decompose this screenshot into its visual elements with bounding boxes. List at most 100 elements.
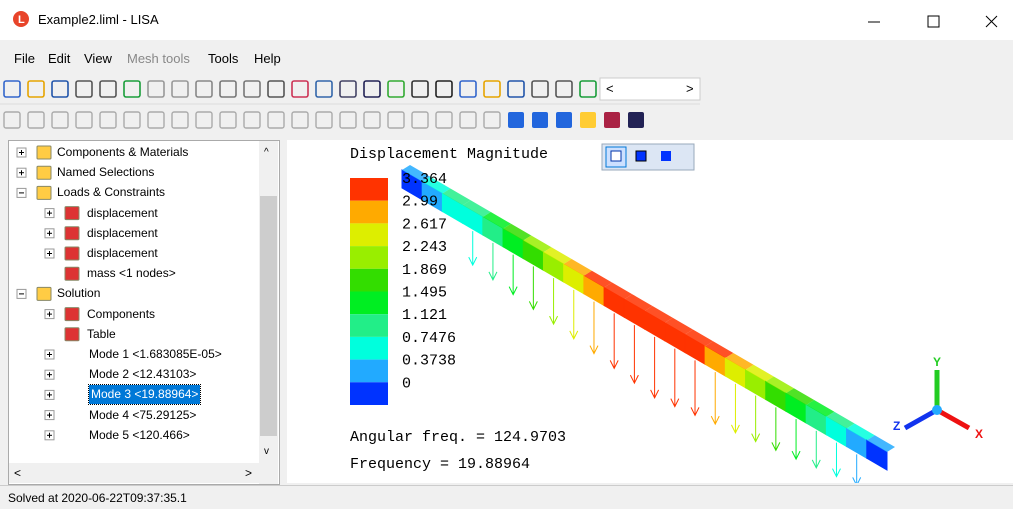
app-window: L Example2.liml - LISA File Edit View Mesh … bbox=[0, 0, 1013, 508]
toolbar-button[interactable] bbox=[4, 81, 20, 97]
toolbar-button[interactable] bbox=[532, 81, 548, 97]
toolbar-button[interactable] bbox=[532, 112, 548, 128]
tree-icon bbox=[65, 308, 79, 321]
tree-item[interactable]: displacement bbox=[87, 244, 158, 263]
toolbar-button[interactable] bbox=[460, 81, 476, 97]
tree-item[interactable]: Mode 2 <12.43103> bbox=[89, 365, 196, 384]
toolbar-button[interactable] bbox=[196, 112, 212, 128]
svg-text:<: < bbox=[606, 81, 614, 96]
toolbar-scroll[interactable] bbox=[600, 78, 700, 100]
toolbar-button[interactable] bbox=[436, 81, 452, 97]
maximize[interactable] bbox=[928, 16, 939, 27]
toolbar-button[interactable] bbox=[604, 112, 620, 128]
toolbar-button[interactable] bbox=[364, 81, 380, 97]
toolbar-button[interactable] bbox=[28, 81, 44, 97]
toolbar-button[interactable] bbox=[292, 112, 308, 128]
tree-item[interactable]: Solution bbox=[57, 284, 100, 303]
legend-swatch bbox=[350, 178, 388, 201]
toolbar-button[interactable] bbox=[364, 112, 380, 128]
window-controls[interactable] bbox=[860, 8, 1010, 36]
tree-item[interactable]: Mode 5 <120.466> bbox=[89, 426, 190, 445]
toolbar-button[interactable] bbox=[196, 81, 212, 97]
toolbar-button[interactable] bbox=[4, 112, 20, 128]
legend-label: 2.99 bbox=[402, 194, 438, 211]
toolbar-button[interactable] bbox=[484, 81, 500, 97]
tree-item[interactable]: mass <1 nodes> bbox=[87, 264, 176, 283]
tree-icon bbox=[37, 186, 51, 199]
toolbar-button[interactable] bbox=[124, 81, 140, 97]
toolbar-button[interactable] bbox=[220, 112, 236, 128]
toolbar-button[interactable] bbox=[556, 81, 572, 97]
toolbar-button[interactable] bbox=[484, 112, 500, 128]
status-text: Solved at 2020-06-22T09:37:35.1 bbox=[8, 491, 187, 505]
menu-item[interactable]: Tools bbox=[208, 51, 238, 66]
toolbar-button[interactable] bbox=[148, 112, 164, 128]
title-bar: L Example2.liml - LISA bbox=[0, 0, 1013, 40]
toolbar-button[interactable] bbox=[124, 112, 140, 128]
menu-bar: File Edit View Mesh tools Tools Help bbox=[0, 45, 1013, 69]
toolbar-button[interactable] bbox=[76, 81, 92, 97]
model-tree: ^v <> Components & MaterialsNamed Select… bbox=[8, 140, 280, 485]
legend-swatch bbox=[350, 314, 388, 337]
toolbar-button[interactable] bbox=[388, 81, 404, 97]
toolbar-button[interactable] bbox=[52, 112, 68, 128]
tree-item[interactable]: Mode 4 <75.29125> bbox=[89, 406, 196, 425]
tree-item[interactable]: displacement bbox=[87, 224, 158, 243]
toolbar-button[interactable] bbox=[172, 112, 188, 128]
toolbar-button[interactable] bbox=[244, 81, 260, 97]
angular-frequency: Angular freq. = 124.9703 bbox=[350, 429, 566, 446]
toolbar-button[interactable] bbox=[436, 112, 452, 128]
toolbar-button[interactable] bbox=[268, 112, 284, 128]
tree-item[interactable]: displacement bbox=[87, 204, 158, 223]
menu-item[interactable]: Edit bbox=[48, 51, 70, 66]
tree-item[interactable]: Components & Materials bbox=[57, 143, 188, 162]
legend-swatch bbox=[350, 360, 388, 383]
toolbar-button[interactable] bbox=[412, 81, 428, 97]
toolbar-button[interactable] bbox=[220, 81, 236, 97]
tree-vscroll[interactable]: ^v bbox=[259, 141, 278, 484]
tree-item[interactable]: Mode 1 <1.683085E-05> bbox=[89, 345, 222, 364]
tree-item[interactable]: Named Selections bbox=[57, 163, 154, 182]
tree-icon bbox=[65, 328, 79, 341]
toolbar-button[interactable] bbox=[268, 81, 284, 97]
toolbar-button[interactable] bbox=[556, 112, 572, 128]
menu-item[interactable]: View bbox=[84, 51, 112, 66]
tree-item[interactable]: Mode 3 <19.88964> bbox=[89, 385, 200, 404]
toolbar-button[interactable] bbox=[244, 112, 260, 128]
toolbar-button[interactable] bbox=[148, 81, 164, 97]
toolbar-button[interactable] bbox=[508, 112, 524, 128]
tree-hscroll[interactable]: <> bbox=[9, 463, 259, 483]
menu-item[interactable]: Mesh tools bbox=[127, 51, 190, 66]
tree-item[interactable]: Loads & Constraints bbox=[57, 183, 165, 202]
viewport[interactable]: Displacement Magnitude Angular freq. = 1… bbox=[287, 140, 1013, 483]
toolbar-button[interactable] bbox=[292, 81, 308, 97]
legend-swatch bbox=[350, 246, 388, 269]
toolbar-button[interactable] bbox=[508, 81, 524, 97]
toolbar-button[interactable] bbox=[76, 112, 92, 128]
legend-swatch bbox=[350, 269, 388, 292]
toolbar-button[interactable] bbox=[628, 112, 644, 128]
toolbar-button[interactable] bbox=[52, 81, 68, 97]
tree-icon bbox=[65, 207, 79, 220]
toolbar-button[interactable] bbox=[412, 112, 428, 128]
tree-item[interactable]: Components bbox=[87, 305, 155, 324]
close[interactable] bbox=[986, 16, 997, 27]
toolbar-button[interactable] bbox=[316, 112, 332, 128]
legend-label: 1.869 bbox=[402, 262, 447, 279]
menu-item[interactable]: File bbox=[14, 51, 35, 66]
menu-item[interactable]: Help bbox=[254, 51, 281, 66]
toolbar-button[interactable] bbox=[460, 112, 476, 128]
tree-item[interactable]: Table bbox=[87, 325, 116, 344]
toolbar-button[interactable] bbox=[388, 112, 404, 128]
toolbar-button[interactable] bbox=[100, 81, 116, 97]
view-buttons[interactable] bbox=[602, 144, 694, 170]
toolbar-button[interactable] bbox=[580, 112, 596, 128]
toolbar-button[interactable] bbox=[100, 112, 116, 128]
toolbar-button[interactable] bbox=[28, 112, 44, 128]
toolbar-button[interactable] bbox=[580, 81, 596, 97]
toolbar-button[interactable] bbox=[340, 112, 356, 128]
toolbar-button[interactable] bbox=[316, 81, 332, 97]
svg-text:^: ^ bbox=[264, 147, 269, 158]
toolbar-button[interactable] bbox=[172, 81, 188, 97]
toolbar-button[interactable] bbox=[340, 81, 356, 97]
